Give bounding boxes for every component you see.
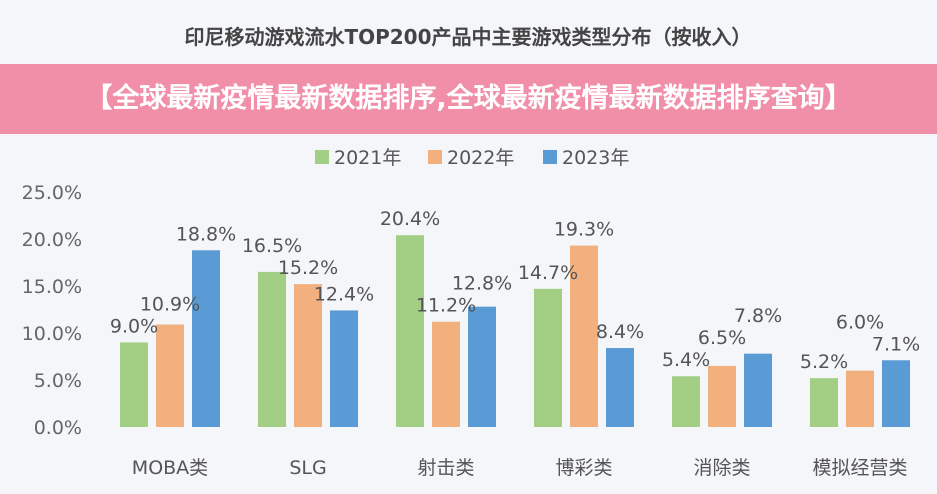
- y-tick-label: 20.0%: [22, 229, 82, 251]
- chart-title: 印尼移动游戏流水TOP200产品中主要游戏类型分布（按收入）: [184, 25, 751, 49]
- bar: [810, 378, 838, 427]
- x-tick-label: 射击类: [417, 457, 474, 479]
- data-label: 14.7%: [518, 262, 578, 284]
- data-label: 18.8%: [176, 223, 236, 245]
- legend-label: 2021年: [334, 147, 401, 169]
- data-label: 20.4%: [380, 208, 440, 230]
- data-label: 7.1%: [872, 333, 920, 355]
- x-tick-label: SLG: [289, 457, 326, 479]
- bar: [606, 348, 634, 427]
- bar: [258, 271, 286, 427]
- bar: [396, 235, 424, 427]
- banner-text: 【全球最新疫情最新数据排序,全球最新疫情最新数据排序查询】: [85, 83, 852, 114]
- data-label: 8.4%: [596, 321, 644, 343]
- bar: [744, 353, 772, 427]
- bar: [294, 284, 322, 427]
- y-tick-label: 5.0%: [34, 370, 82, 392]
- y-tick-label: 25.0%: [22, 182, 82, 204]
- y-tick-label: 15.0%: [22, 276, 82, 298]
- x-tick-label: MOBA类: [132, 457, 208, 479]
- legend-swatch: [428, 150, 442, 164]
- bar: [468, 306, 496, 427]
- data-label: 12.4%: [314, 283, 374, 305]
- data-label: 9.0%: [110, 315, 158, 337]
- bar: [882, 360, 910, 427]
- bar: [156, 324, 184, 427]
- data-label: 12.8%: [452, 273, 512, 295]
- bar: [330, 310, 358, 427]
- data-label: 5.4%: [662, 349, 710, 371]
- legend-swatch: [543, 150, 557, 164]
- bar: [120, 342, 148, 427]
- overlay-banner[interactable]: 【全球最新疫情最新数据排序,全球最新疫情最新数据排序查询】: [0, 64, 937, 134]
- bar: [570, 245, 598, 427]
- bar: [432, 321, 460, 427]
- bar: [708, 365, 736, 427]
- data-label: 6.0%: [836, 311, 884, 333]
- bar: [534, 288, 562, 427]
- legend-swatch: [315, 150, 329, 164]
- x-tick-label: 博彩类: [555, 457, 612, 479]
- data-label: 10.9%: [140, 293, 200, 315]
- y-tick-label: 10.0%: [22, 323, 82, 345]
- data-label: 16.5%: [242, 235, 302, 257]
- data-label: 15.2%: [278, 257, 338, 279]
- y-tick-label: 0.0%: [34, 417, 82, 439]
- legend-label: 2023年: [562, 147, 629, 169]
- bar: [672, 376, 700, 427]
- data-label: 5.2%: [800, 351, 848, 373]
- data-label: 19.3%: [554, 219, 614, 241]
- legend-label: 2022年: [447, 147, 514, 169]
- data-label: 6.5%: [698, 327, 746, 349]
- data-label: 7.8%: [734, 305, 782, 327]
- x-tick-label: 模拟经营类: [812, 457, 907, 479]
- bar: [192, 250, 220, 427]
- bar: [846, 370, 874, 427]
- x-tick-label: 消除类: [693, 457, 750, 479]
- data-label: 11.2%: [416, 295, 476, 317]
